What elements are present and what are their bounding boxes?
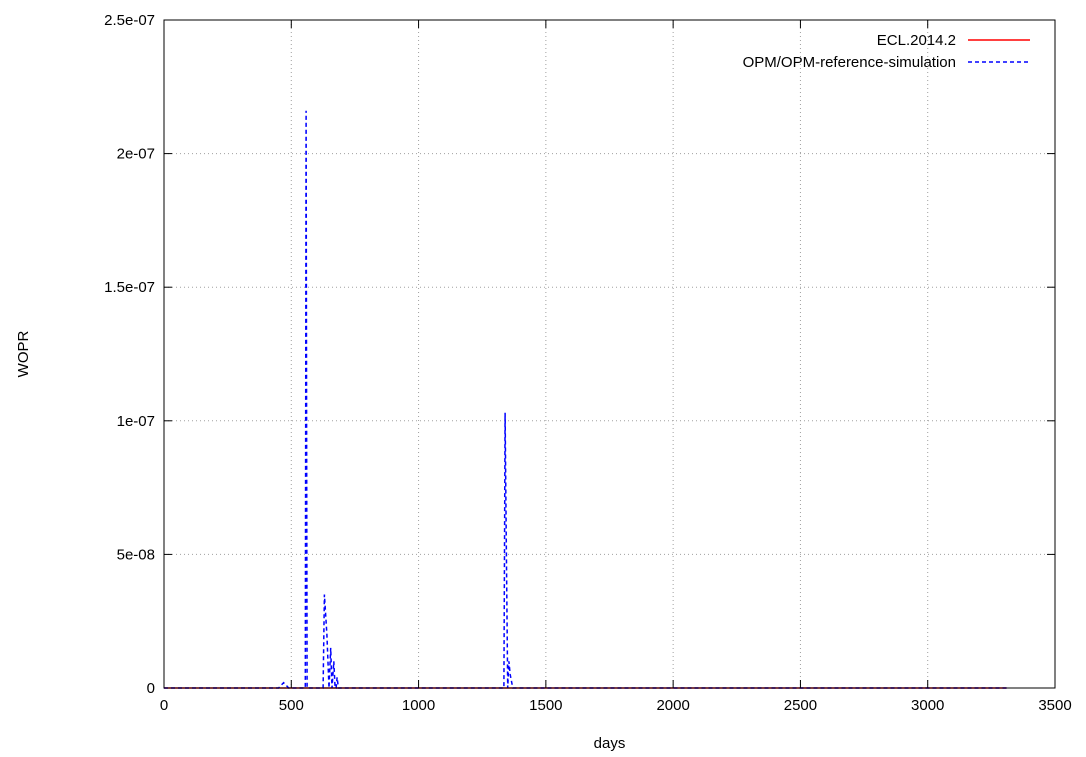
x-tick-label: 1000 bbox=[402, 697, 435, 714]
x-tick-label: 3500 bbox=[1038, 697, 1071, 714]
plot-frame bbox=[163, 19, 1056, 689]
series-lines bbox=[164, 110, 1007, 689]
y-tick-label: 0 bbox=[147, 680, 155, 697]
series-line-1 bbox=[164, 110, 1007, 689]
x-tick-label: 0 bbox=[160, 697, 168, 714]
legend: ECL.2014.2 OPM/OPM-reference-simulation bbox=[743, 32, 1030, 71]
x-tick-label: 3000 bbox=[911, 697, 944, 714]
grid bbox=[164, 20, 1055, 688]
x-tick-label: 1500 bbox=[529, 697, 562, 714]
x-tick-label: 2000 bbox=[656, 697, 689, 714]
x-axis-title: days bbox=[594, 735, 626, 752]
y-tick-label: 1e-07 bbox=[117, 413, 155, 430]
x-tick-label: 2500 bbox=[784, 697, 817, 714]
x-tick-label: 500 bbox=[279, 697, 304, 714]
legend-label: ECL.2014.2 bbox=[877, 32, 956, 49]
y-tick-label: 2e-07 bbox=[117, 146, 155, 163]
y-axis-title: WOPR bbox=[15, 331, 32, 378]
y-tick-label: 1.5e-07 bbox=[104, 279, 155, 296]
ticks bbox=[163, 19, 1056, 689]
y-tick-label: 2.5e-07 bbox=[104, 12, 155, 29]
tick-labels: 0 500 1000 1500 2000 2500 3000 3500 0 5e-08 1e-07 1… bbox=[104, 12, 1072, 714]
legend-label: OPM/OPM-reference-simulation bbox=[743, 54, 956, 71]
y-tick-label: 5e-08 bbox=[117, 546, 155, 563]
